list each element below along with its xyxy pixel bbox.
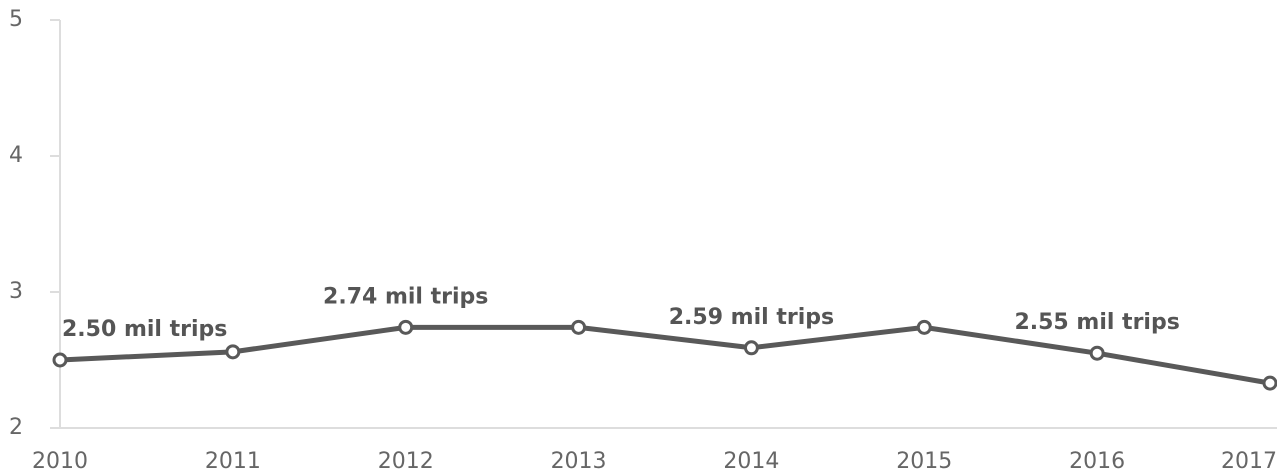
data-label: 2.74 mil trips [323,284,488,309]
point [571,319,587,335]
x-tick-label: 2012 [378,449,434,474]
y-tick-label: 3 [9,279,23,304]
x-tick-label: 2010 [32,449,88,474]
y-tick-label: 4 [9,143,23,168]
point [916,319,932,335]
data-label: 2.55 mil trips [1014,310,1179,335]
point [398,319,414,335]
data-label: 2.59 mil trips [669,305,834,330]
point [225,344,241,360]
point [743,340,759,356]
point [1262,375,1277,391]
point [1089,345,1105,361]
x-tick-label: 2014 [723,449,779,474]
x-tick-label: 2016 [1069,449,1125,474]
x-tick-label: 2017 [1221,449,1277,474]
line [59,324,1271,386]
y-tick-label: 5 [9,7,23,32]
x-tick-label: 2011 [205,449,261,474]
point [52,352,68,368]
x-tick-label: 2015 [896,449,952,474]
y-tick-label: 2 [9,415,23,440]
x-tick-label: 2013 [551,449,607,474]
data-label: 2.50 mil trips [62,317,227,342]
